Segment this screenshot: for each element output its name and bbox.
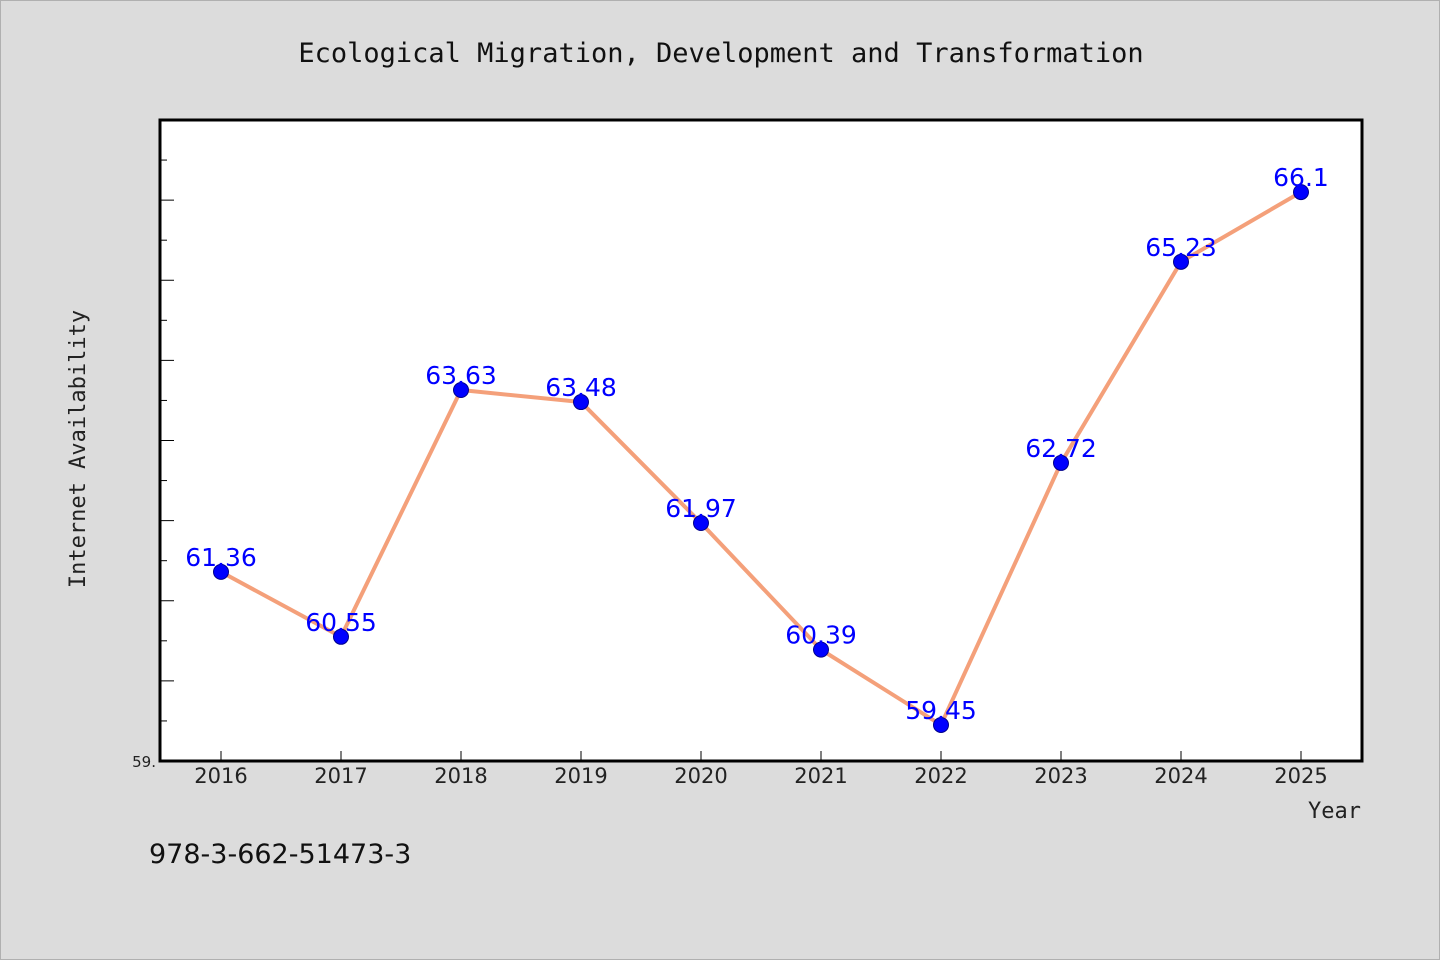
x-tick-label-2019: 2019 <box>554 764 607 788</box>
data-point-2023 <box>1053 454 1069 471</box>
data-label-2023: 62.72 <box>1025 434 1097 463</box>
data-label-2021: 60.39 <box>785 621 857 650</box>
data-point-2025 <box>1293 184 1309 201</box>
y-axis-min-tick-label: 59. <box>132 753 156 771</box>
x-tick-label-2017: 2017 <box>314 764 367 788</box>
data-label-2024: 65.23 <box>1145 233 1217 262</box>
y-axis-title: Internet Availability <box>66 310 91 588</box>
data-point-2019 <box>573 394 589 411</box>
x-tick-label-2025: 2025 <box>1274 764 1327 788</box>
y-axis-ticks <box>160 159 174 722</box>
data-label-2025: 66.1 <box>1273 163 1329 192</box>
data-point-2016 <box>213 563 229 580</box>
x-axis-ticks: 2016 2017 2018 2019 2020 2021 2022 2023 2024 2025 <box>194 751 1328 788</box>
series-layer: 61.36 60.55 63.63 63.48 61.97 60.39 59.45 62.72… <box>185 163 1329 733</box>
x-tick-label-2024: 2024 <box>1154 764 1207 788</box>
data-label-2018: 63.63 <box>425 361 497 390</box>
isbn-footer: 978-3-662-51473-3 <box>149 839 411 870</box>
x-tick-label-2023: 2023 <box>1034 764 1087 788</box>
data-point-2021 <box>813 641 829 658</box>
x-tick-label-2018: 2018 <box>434 764 487 788</box>
plot-area <box>158 118 1364 763</box>
x-tick-label-2020: 2020 <box>674 764 727 788</box>
x-tick-label-2021: 2021 <box>794 764 847 788</box>
data-point-2018 <box>453 382 469 399</box>
data-point-2024 <box>1173 253 1189 270</box>
data-label-2016: 61.36 <box>185 543 257 572</box>
x-tick-label-2022: 2022 <box>914 764 967 788</box>
data-label-2017: 60.55 <box>305 608 377 637</box>
data-point-2022 <box>933 716 949 733</box>
chart-title: Ecological Migration, Development and Tr… <box>298 38 1143 69</box>
data-point-2020 <box>693 515 709 532</box>
data-point-2017 <box>333 628 349 645</box>
data-label-2022: 59.45 <box>905 696 977 725</box>
series-line-0 <box>219 190 1303 727</box>
data-label-2020: 61.97 <box>665 494 737 523</box>
data-label-2019: 63.48 <box>545 373 617 402</box>
x-tick-label-2016: 2016 <box>194 764 247 788</box>
x-axis-title: Year <box>1308 799 1361 824</box>
